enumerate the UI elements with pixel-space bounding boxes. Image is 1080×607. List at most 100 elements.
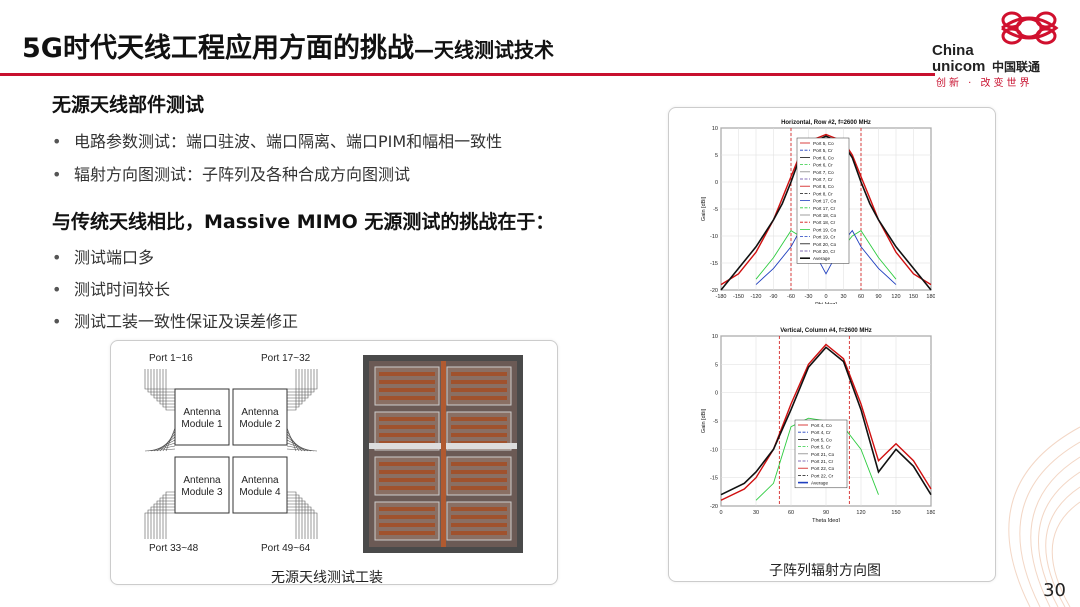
section1-bullet-1: • 电路参数测试：端口驻波、端口隔离、端口PIM和幅相一致性 [52, 128, 502, 152]
y-tick-label: 10 [712, 334, 718, 340]
x-tick-label: 0 [824, 294, 827, 300]
legend-label: Port 8, Cr [813, 191, 833, 196]
section2-bullet-3: • 测试工装一致性保证及误差修正 [52, 308, 298, 332]
page-number: 30 [1043, 580, 1066, 601]
legend-label: Port 19, Co [813, 227, 837, 232]
x-tick-label: -90 [770, 294, 778, 300]
company-logo: China unicom 中国联通 创新 · 改变世界 [928, 8, 1068, 89]
trace-line [287, 491, 297, 539]
bullet-text: 测试时间较长 [74, 280, 171, 299]
photo-strip [379, 507, 435, 511]
title-main: 5G时代天线工程应用方面的挑战 [22, 33, 414, 64]
trace-line [147, 445, 176, 452]
legend-label: Port 5, Co [811, 437, 832, 442]
photo-strip [451, 380, 507, 384]
bullet-dot: • [52, 248, 62, 267]
legend-label: Port 20, Cr [813, 249, 836, 254]
photo-strip [451, 388, 507, 392]
legend-label: Port 5, Co [813, 141, 834, 146]
y-tick-label: 0 [715, 391, 718, 397]
series-line [755, 417, 879, 501]
legend-label: Port 20, Co [813, 242, 837, 247]
photo-strip [451, 425, 507, 429]
x-tick-label: 90 [875, 294, 881, 300]
antenna-module-1-label: Antenna Module 1 [181, 407, 223, 430]
photo-strip [379, 396, 435, 400]
x-tick-label: -30 [805, 294, 813, 300]
horizontal-pattern-chart: -180 -150 -120 -90 -60 -30 0 30 60 90 120 150 180105… [701, 120, 935, 304]
trace-line [287, 369, 306, 402]
port-label-1-16: Port 1~16 [149, 353, 193, 364]
logo-text-china: China [932, 42, 974, 59]
series-line [720, 346, 932, 496]
photo-strip [451, 396, 507, 400]
y-tick-label: -5 [713, 419, 718, 425]
trace-line [153, 503, 175, 539]
series-line [720, 343, 932, 501]
series-line [755, 229, 897, 285]
legend-label: Port 19, Cr [813, 235, 836, 240]
logo-slogan: 创新 · 改变世界 [936, 78, 1033, 89]
y-tick-label: 10 [712, 126, 718, 132]
x-tick-label: 120 [856, 510, 865, 516]
photo-strip [451, 470, 507, 474]
trace-line [162, 369, 175, 408]
photo-strip [379, 372, 435, 376]
logo-text-unicom: unicom [932, 58, 986, 75]
legend-label: Average [813, 256, 830, 261]
trace-line [147, 509, 175, 539]
photo-strip [379, 388, 435, 392]
antenna-module-2-box [232, 388, 288, 446]
trace-line [159, 369, 175, 405]
photo-strip [451, 417, 507, 421]
title-underline [0, 73, 935, 76]
legend-label: Port 6, Co [813, 155, 834, 160]
legend-label: Port 22, Cr [811, 473, 834, 478]
legend-label: Port 18, Co [813, 213, 837, 218]
x-tick-label: 120 [891, 294, 900, 300]
chart-title: Horizontal, Row #2, f=2600 MHz [781, 120, 871, 126]
photo-strip [451, 462, 507, 466]
trace-line [147, 369, 175, 393]
trace-line [287, 369, 312, 396]
trace-line [287, 503, 309, 539]
photo-strip [379, 470, 435, 474]
x-tick-label: 60 [858, 294, 864, 300]
port-traces [144, 369, 318, 539]
legend-label: Port 17, Cr [813, 206, 836, 211]
section1-bullet-2: • 辐射方向图测试：子阵列及各种合成方向图测试 [52, 161, 410, 185]
photo-strip [451, 523, 507, 527]
x-tick-label: -60 [787, 294, 795, 300]
trace-line [144, 512, 175, 539]
legend-label: Port 6, Cr [813, 163, 833, 168]
photo-strip [451, 531, 507, 535]
bullet-text: 测试端口多 [74, 248, 155, 267]
trace-line [156, 500, 175, 539]
trace-line [165, 491, 175, 539]
y-axis-label: Gain [dBi] [701, 408, 707, 433]
trace-line [287, 509, 315, 539]
y-axis-label: Gain [dBi] [701, 196, 707, 221]
trace-line [162, 430, 176, 452]
bullet-text: 辐射方向图测试：子阵列及各种合成方向图测试 [74, 165, 411, 184]
photo-strip [451, 372, 507, 376]
title-sub: —天线测试技术 [413, 38, 554, 62]
bullet-dot: • [52, 132, 62, 151]
trace-line [150, 442, 176, 452]
trace-line [287, 369, 315, 393]
y-tick-label: -10 [710, 234, 718, 240]
trace-line [162, 494, 175, 539]
antenna-module-3-label: Antenna Module 3 [181, 475, 223, 498]
pattern-caption: 子阵列辐射方向图 [769, 563, 881, 579]
section2-bullet-2: • 测试时间较长 [52, 276, 170, 300]
trace-line [286, 430, 300, 452]
knot-logo-icon [1001, 11, 1059, 45]
trace-line [287, 494, 300, 539]
legend-label: Port 21, Co [811, 452, 835, 457]
section2-bullet-1: • 测试端口多 [52, 244, 154, 268]
bullet-dot: • [52, 165, 62, 184]
photo-strip [379, 462, 435, 466]
trace-line [159, 433, 176, 452]
antenna-module-4-box [232, 456, 288, 514]
x-axis-label: Phi [deg] [815, 302, 837, 304]
